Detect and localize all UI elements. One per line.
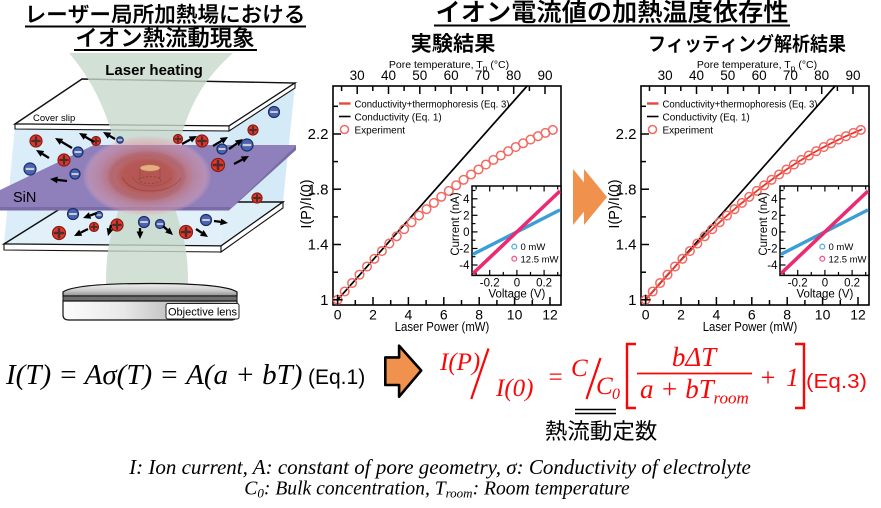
svg-text:-4: -4: [459, 260, 470, 272]
svg-text:Voltage (V): Voltage (V): [488, 289, 545, 301]
svg-text:Pore temperature, Tp (°C): Pore temperature, Tp (°C): [389, 59, 509, 73]
svg-text:=: =: [547, 364, 564, 391]
svg-text:0: 0: [771, 227, 777, 239]
svg-text:10: 10: [815, 307, 831, 323]
svg-text:-4: -4: [767, 260, 778, 272]
svg-text:60: 60: [752, 68, 767, 83]
svg-text:C: C: [244, 479, 258, 500]
svg-text:I(P): I(P): [439, 349, 480, 376]
svg-text:0: 0: [822, 278, 828, 290]
svg-text:(Eq.1): (Eq.1): [308, 366, 365, 389]
svg-text:2: 2: [771, 210, 777, 222]
svg-text:6: 6: [440, 307, 448, 323]
svg-text:4: 4: [405, 307, 413, 323]
svg-text:Conductivity (Eq. 1): Conductivity (Eq. 1): [663, 112, 750, 123]
svg-text:Laser heating: Laser heating: [105, 62, 203, 79]
svg-text:50: 50: [720, 68, 735, 83]
svg-text:1.8: 1.8: [616, 181, 637, 198]
svg-text:Laser Power (mW): Laser Power (mW): [395, 320, 490, 334]
svg-text:Cover slip: Cover slip: [33, 113, 75, 124]
svg-text:Laser Power (mW): Laser Power (mW): [703, 320, 798, 334]
svg-text:0.2: 0.2: [536, 278, 552, 290]
svg-text:a + bT: a + bT: [640, 374, 716, 404]
svg-text:60: 60: [444, 68, 459, 83]
svg-text:12.5 mW: 12.5 mW: [829, 254, 867, 265]
svg-text:I(P)/I(0): I(P)/I(0): [299, 179, 315, 228]
svg-text:90: 90: [537, 68, 552, 83]
svg-text:Current (nA): Current (nA): [450, 192, 462, 255]
svg-text:0: 0: [463, 227, 469, 239]
svg-text:30: 30: [350, 68, 365, 83]
svg-text:0: 0: [642, 307, 650, 323]
svg-text:1: 1: [628, 292, 636, 309]
svg-text:Conductivity+thermophoresis (E: Conductivity+thermophoresis (Eq. 3): [663, 99, 818, 110]
svg-text:C: C: [596, 373, 613, 400]
svg-text:12: 12: [850, 307, 866, 323]
svg-text:I(T) = Aσ(T) = A(a + bT): I(T) = Aσ(T) = A(a + bT): [5, 359, 302, 391]
svg-text:80: 80: [506, 68, 521, 83]
svg-text:-2: -2: [459, 244, 469, 256]
svg-text:1.4: 1.4: [308, 237, 329, 254]
svg-text:8: 8: [783, 307, 791, 323]
svg-text:0: 0: [334, 307, 342, 323]
svg-text:Experiment: Experiment: [663, 125, 714, 136]
svg-text:40: 40: [381, 68, 396, 83]
svg-text:: Room temperature: : Room temperature: [473, 479, 630, 500]
svg-text:bΔT: bΔT: [672, 342, 718, 372]
svg-text:1.8: 1.8: [308, 181, 329, 198]
svg-text:I: Ion current, A: constant of: I: Ion current, A: constant of pore geom…: [128, 455, 751, 479]
svg-text:SiN: SiN: [13, 190, 36, 206]
svg-text:2: 2: [463, 210, 469, 222]
svg-text:: Bulk concentration, T: : Bulk concentration, T: [264, 479, 448, 500]
svg-text:0: 0: [514, 278, 520, 290]
svg-text:0: 0: [257, 486, 264, 501]
svg-text:70: 70: [783, 68, 798, 83]
svg-text:room: room: [446, 486, 473, 501]
svg-text:80: 80: [814, 68, 829, 83]
svg-text:Conductivity+thermophoresis (E: Conductivity+thermophoresis (Eq. 3): [355, 99, 510, 110]
svg-text:6: 6: [748, 307, 756, 323]
svg-text:0: 0: [612, 386, 620, 403]
svg-text:-0.2: -0.2: [480, 278, 500, 290]
svg-text:2: 2: [677, 307, 685, 323]
svg-text:I(P)/I(0): I(P)/I(0): [607, 179, 623, 228]
svg-text:I(0): I(0): [495, 375, 533, 402]
svg-text:2.2: 2.2: [308, 126, 329, 143]
svg-text:Objective lens: Objective lens: [168, 307, 238, 319]
svg-text:1.4: 1.4: [616, 237, 637, 254]
svg-text:0.2: 0.2: [844, 278, 860, 290]
svg-text:-2: -2: [767, 244, 777, 256]
svg-text:Conductivity (Eq. 1): Conductivity (Eq. 1): [355, 112, 442, 123]
svg-text:Current (nA): Current (nA): [758, 192, 770, 255]
svg-text:12.5 mW: 12.5 mW: [521, 254, 559, 265]
svg-text:90: 90: [845, 68, 860, 83]
svg-text:Experiment: Experiment: [355, 125, 406, 136]
svg-text:+ 1: + 1: [759, 363, 801, 392]
svg-text:2: 2: [369, 307, 377, 323]
svg-text:40: 40: [689, 68, 704, 83]
svg-text:4: 4: [771, 194, 778, 206]
svg-text:30: 30: [658, 68, 673, 83]
svg-text:0 mW: 0 mW: [829, 242, 854, 253]
svg-text:1: 1: [320, 292, 328, 309]
svg-text:50: 50: [412, 68, 427, 83]
svg-text:4: 4: [463, 194, 470, 206]
svg-text:0 mW: 0 mW: [521, 242, 546, 253]
svg-text:room: room: [714, 389, 749, 408]
svg-text:Voltage (V): Voltage (V): [796, 289, 853, 301]
svg-text:12: 12: [542, 307, 558, 323]
svg-text:2.2: 2.2: [616, 126, 637, 143]
svg-text:10: 10: [507, 307, 523, 323]
svg-text:Pore temperature, Tp (°C): Pore temperature, Tp (°C): [697, 59, 817, 73]
svg-text:(Eq.3): (Eq.3): [806, 371, 867, 393]
svg-text:C: C: [571, 355, 588, 382]
svg-text:-0.2: -0.2: [788, 278, 808, 290]
svg-text:70: 70: [475, 68, 490, 83]
svg-text:8: 8: [475, 307, 483, 323]
svg-text:4: 4: [713, 307, 721, 323]
